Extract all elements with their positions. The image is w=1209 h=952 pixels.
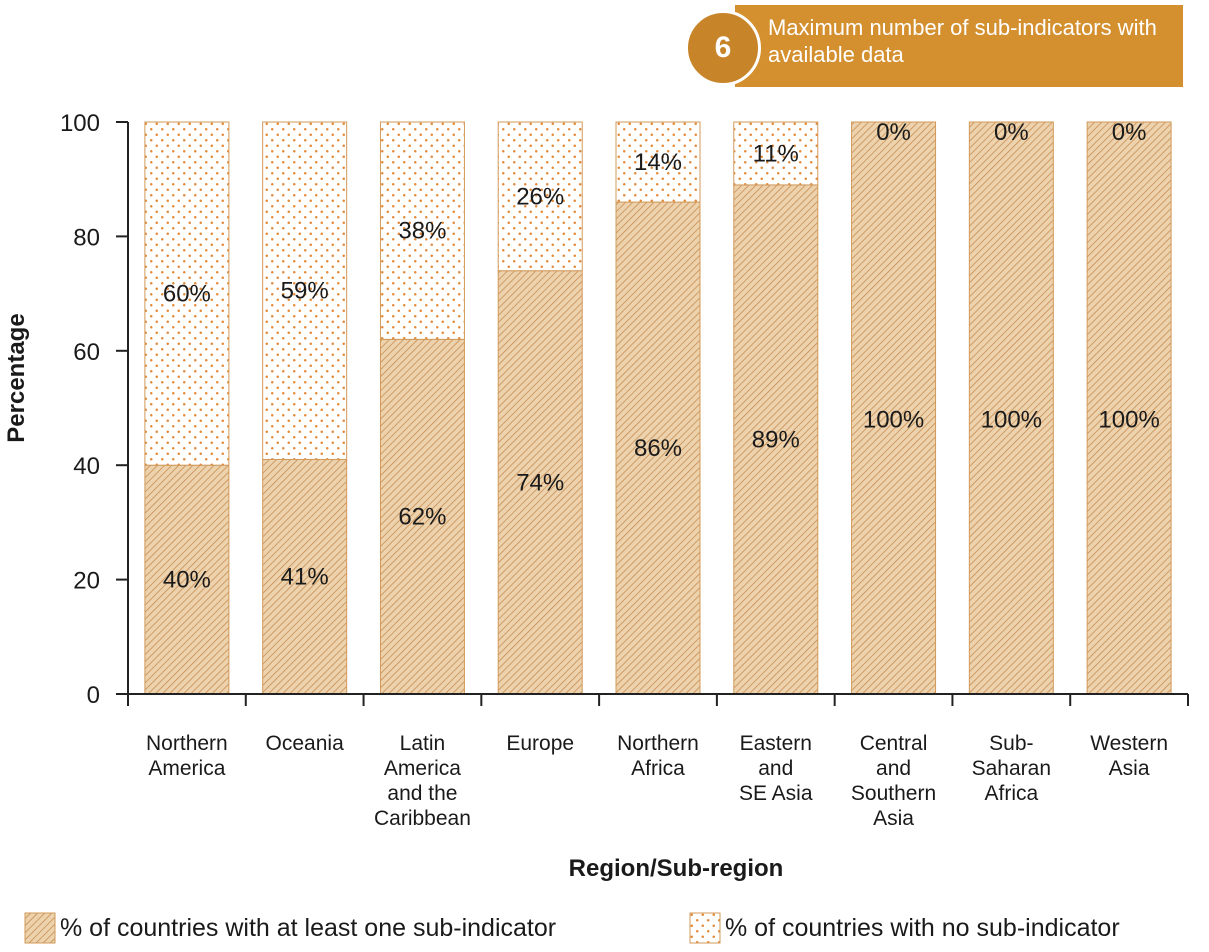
y-tick-label: 80	[73, 224, 100, 251]
data-label-no-sub-indicator: 38%	[398, 218, 446, 245]
data-label-no-sub-indicator: 60%	[163, 281, 211, 308]
category-label: Eastern and SE Asia	[738, 732, 813, 805]
bar-at-least-one	[851, 121, 937, 695]
category-label: Oceania	[265, 732, 344, 755]
legend-item-no-sub-indicator: % of countries with no sub-indicator	[689, 908, 1120, 948]
x-axis-title: Region/Sub-region	[569, 855, 784, 882]
bar-at-least-one	[968, 121, 1054, 695]
data-label-no-sub-indicator: 0%	[876, 119, 911, 146]
y-axis-title: Percentage	[3, 313, 30, 442]
badge-caption: Maximum number of sub-indicators with av…	[768, 15, 1157, 67]
data-label-no-sub-indicator: 0%	[1112, 119, 1147, 146]
legend-swatch-hatch	[24, 912, 56, 944]
data-label-no-sub-indicator: 14%	[634, 149, 682, 176]
legend-item-at-least-one: % of countries with at least one sub-ind…	[24, 908, 556, 948]
legend-label-at-least-one: % of countries with at least one sub-ind…	[60, 913, 557, 942]
bar-no-sub-indicator	[379, 121, 465, 340]
y-tick-label: 0	[87, 682, 100, 709]
data-label-at-least-one: 41%	[281, 564, 329, 591]
bar-no-sub-indicator	[144, 121, 230, 466]
data-label-at-least-one: 100%	[863, 406, 924, 433]
data-label-no-sub-indicator: 0%	[994, 119, 1029, 146]
data-label-no-sub-indicator: 11%	[753, 140, 799, 167]
bar-no-sub-indicator	[733, 121, 819, 186]
y-tick-label: 60	[73, 339, 100, 366]
data-label-at-least-one: 89%	[752, 426, 800, 453]
badge-band	[735, 5, 1183, 87]
legend-swatch-dots	[689, 912, 721, 944]
data-label-no-sub-indicator: 26%	[516, 183, 564, 210]
data-label-at-least-one: 74%	[516, 469, 564, 496]
category-label: Sub- Saharan Africa	[971, 732, 1052, 805]
category-label: Europe	[506, 732, 575, 755]
bar-at-least-one	[1086, 121, 1172, 695]
y-tick-label: 100	[60, 110, 100, 137]
y-tick-label: 20	[73, 568, 100, 595]
bar-no-sub-indicator	[497, 121, 583, 272]
category-label: Central and Southern Asia	[850, 732, 937, 830]
data-label-at-least-one: 100%	[981, 406, 1042, 433]
category-label: Latin America and the Caribbean	[373, 732, 471, 830]
bar-at-least-one	[379, 338, 465, 695]
category-label: Northern America	[146, 732, 228, 780]
axes-group: 0 20 40 60 80 100	[60, 110, 1189, 709]
bar-at-least-one	[733, 184, 819, 695]
data-label-at-least-one: 86%	[634, 435, 682, 462]
bar-at-least-one	[144, 464, 230, 695]
data-label-no-sub-indicator: 59%	[281, 278, 329, 305]
y-tick-label: 40	[73, 453, 100, 480]
bar-no-sub-indicator	[615, 121, 701, 203]
legend-label-no-sub-indicator: % of countries with no sub-indicator	[725, 913, 1120, 942]
data-labels-group: 40% 60% 41% 59% 62% 38% 74% 26% 86% 14% 89% 11% 100%…	[163, 119, 1160, 594]
data-label-at-least-one: 100%	[1098, 406, 1159, 433]
bar-no-sub-indicator	[262, 121, 348, 460]
data-label-at-least-one: 40%	[163, 567, 211, 594]
category-label: Western Asia	[1090, 732, 1169, 780]
bars-group	[144, 121, 1172, 695]
data-label-at-least-one: 62%	[398, 504, 446, 531]
category-label: Northern Africa	[617, 732, 699, 780]
badge-number: 6	[685, 10, 761, 86]
